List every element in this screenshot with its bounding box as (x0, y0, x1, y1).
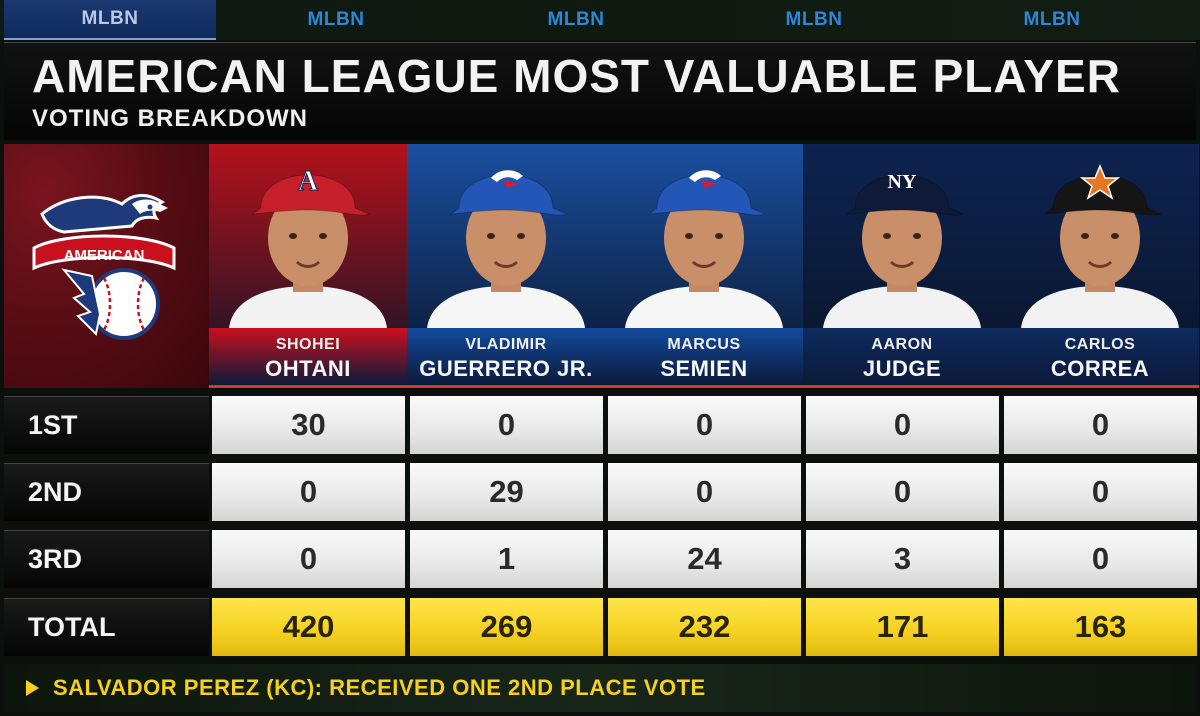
network-tab-1: MLBN (4, 0, 216, 40)
player-column-4: NY AARON JUDGE (803, 144, 1001, 388)
player-name-plate: SHOHEI OHTANI (209, 328, 407, 388)
network-tab-3: MLBN (547, 9, 605, 30)
american-league-eagle-logo: AMERICAN (32, 194, 176, 340)
vote-count-cell: 0 (1004, 530, 1197, 588)
vote-count-cell: 29 (410, 463, 603, 521)
player-first-name: SHOHEI (275, 336, 341, 353)
player-headshot (625, 170, 783, 328)
title-band: AMERICAN LEAGUE MOST VALUABLE PLAYER VOT… (4, 42, 1196, 140)
total-points-cell: 269 (410, 598, 603, 656)
network-tab-5: MLBN (1023, 9, 1081, 30)
vote-row-3: 3RD 0 1 24 3 0 (4, 530, 1197, 588)
vote-count-cell: 0 (608, 396, 801, 454)
player-headshot: NY (823, 171, 981, 328)
player-first-name: MARCUS (667, 336, 741, 353)
league-logo-cell: AMERICAN (4, 144, 209, 388)
player-column-1: A SHOHEI OHTANI (209, 144, 407, 388)
vote-count-cell: 0 (806, 463, 999, 521)
page-title: AMERICAN LEAGUE MOST VALUABLE PLAYER (32, 50, 1121, 102)
footnote-text: SALVADOR PEREZ (KC): RECEIVED ONE 2ND PL… (53, 675, 706, 700)
player-headshot: A (229, 166, 387, 328)
player-header-row: AMERICAN A SHOHEI OHTANI VLADIMIR GUERRERO J… (4, 144, 1199, 388)
page-subtitle: VOTING BREAKDOWN (32, 105, 308, 132)
player-name-plate: CARLOS CORREA (1001, 328, 1199, 388)
row-label: 3RD (4, 530, 209, 588)
player-last-name: JUDGE (862, 356, 942, 381)
play-arrow-icon (26, 680, 39, 696)
total-points-cell: 171 (806, 598, 999, 656)
player-name-plate: MARCUS SEMIEN (605, 328, 803, 388)
player-name-plate: AARON JUDGE (803, 328, 1001, 388)
row-label: TOTAL (4, 598, 209, 656)
row-label: 2ND (4, 463, 209, 521)
player-last-name: OHTANI (265, 356, 351, 381)
svg-text:NY: NY (888, 171, 917, 193)
player-column-3: MARCUS SEMIEN (605, 144, 803, 388)
player-headshot (427, 170, 585, 328)
league-logo-text: AMERICAN (64, 247, 145, 264)
vote-count-cell: 3 (806, 530, 999, 588)
vote-count-cell: 0 (806, 396, 999, 454)
svg-text:A: A (298, 166, 319, 197)
vote-row-1: 1ST 30 0 0 0 0 (4, 396, 1197, 454)
total-points-cell: 163 (1004, 598, 1197, 656)
player-first-name: CARLOS (1064, 336, 1136, 353)
vote-count-cell: 0 (608, 463, 801, 521)
player-last-name: CORREA (1050, 356, 1150, 381)
footnote-bar: SALVADOR PEREZ (KC): RECEIVED ONE 2ND PL… (4, 664, 1196, 712)
player-headshot (1021, 164, 1179, 328)
player-first-name: AARON (871, 336, 933, 353)
vote-count-cell: 0 (410, 396, 603, 454)
vote-count-cell: 1 (410, 530, 603, 588)
network-tab-4: MLBN (785, 9, 843, 30)
total-points-cell: 420 (212, 598, 405, 656)
player-name-plate: VLADIMIR GUERRERO JR. (407, 328, 605, 388)
vote-count-cell: 0 (1004, 463, 1197, 521)
total-row: TOTAL 420 269 232 171 163 (4, 598, 1197, 656)
vote-count-cell: 0 (212, 463, 405, 521)
player-last-name: SEMIEN (660, 356, 748, 381)
player-last-name: GUERRERO JR. (419, 356, 593, 381)
vote-count-cell: 24 (608, 530, 801, 588)
vote-count-cell: 0 (1004, 396, 1197, 454)
vote-count-cell: 30 (212, 396, 405, 454)
network-tab-2: MLBN (307, 9, 365, 30)
vote-count-cell: 0 (212, 530, 405, 588)
total-points-cell: 232 (608, 598, 801, 656)
player-column-5: CARLOS CORREA (1001, 144, 1199, 388)
player-first-name: VLADIMIR (465, 336, 547, 353)
network-bar: MLBN MLBN MLBN MLBN MLBN (0, 0, 1200, 40)
player-column-2: VLADIMIR GUERRERO JR. (407, 144, 605, 388)
vote-row-2: 2ND 0 29 0 0 0 (4, 463, 1197, 521)
row-label: 1ST (4, 396, 209, 454)
